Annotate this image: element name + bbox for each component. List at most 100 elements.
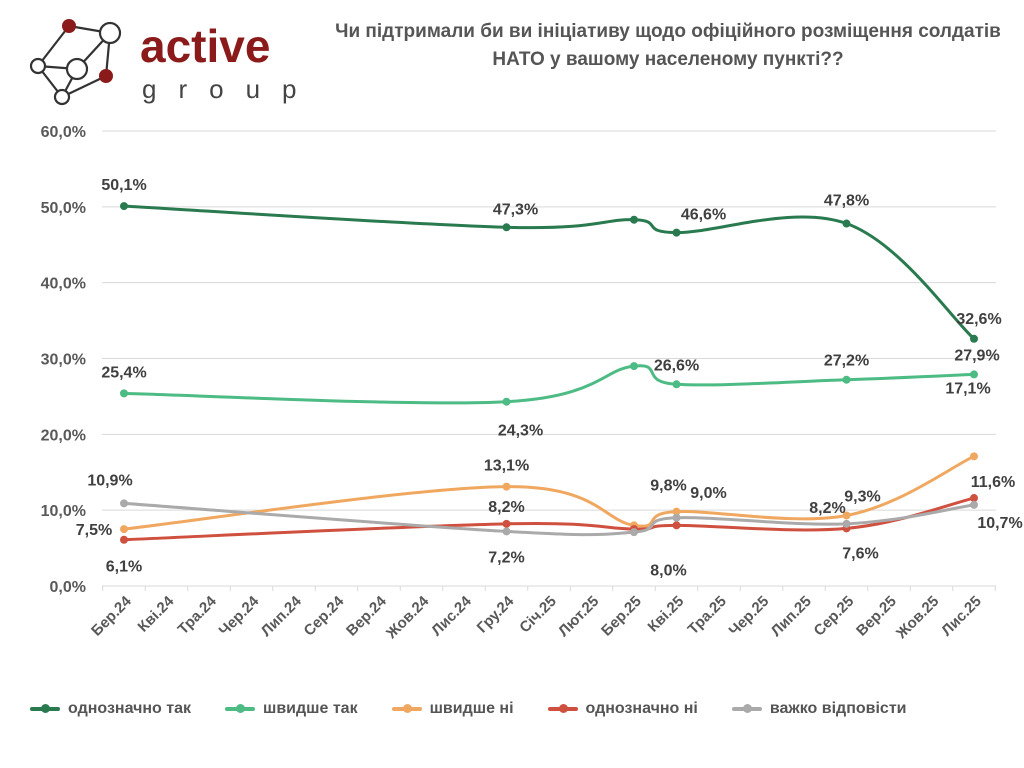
data-label-rather-yes: 27,9% bbox=[954, 347, 999, 364]
data-point-definitely-yes bbox=[842, 219, 851, 228]
data-point-definitely-no bbox=[120, 535, 128, 544]
data-point-rather-yes bbox=[842, 375, 851, 384]
legend-label: швидше так bbox=[262, 700, 358, 717]
y-tick-label: 50,0% bbox=[41, 200, 86, 217]
legend-label: швидше ні bbox=[429, 700, 514, 717]
legend-line-marker-icon bbox=[224, 704, 255, 713]
series-lines bbox=[120, 202, 978, 544]
x-tick-label: Лип.24 bbox=[258, 592, 306, 640]
legend-label: важко відповісти bbox=[769, 700, 907, 717]
data-point-rather-no bbox=[120, 525, 128, 534]
data-label-hard-to-say: 8,2% bbox=[809, 500, 845, 517]
data-label-definitely-yes: 47,8% bbox=[824, 193, 869, 210]
data-label-definitely-yes: 50,1% bbox=[101, 177, 146, 194]
y-tick-label: 40,0% bbox=[41, 276, 86, 293]
legend-line-marker-icon bbox=[547, 704, 578, 713]
x-tick-label: Бер.25 bbox=[598, 593, 645, 640]
network-logo-icon: active group bbox=[29, 19, 312, 106]
x-tick-label: Кві.25 bbox=[645, 593, 688, 636]
x-tick-label: Вер.25 bbox=[853, 593, 900, 640]
data-label-rather-no: 7,5% bbox=[76, 522, 112, 539]
data-point-definitely-yes bbox=[120, 202, 128, 211]
data-point-rather-no bbox=[672, 507, 681, 516]
series-line-definitely-yes bbox=[122, 204, 976, 341]
active-group-logo: active group bbox=[22, 14, 312, 109]
data-point-definitely-no bbox=[970, 494, 978, 503]
legend-item-definitely-no: однозначно ні bbox=[547, 700, 698, 718]
data-label-hard-to-say: 7,2% bbox=[488, 549, 524, 566]
data-label-definitely-no: 8,0% bbox=[650, 562, 686, 579]
data-point-hard-to-say bbox=[842, 519, 851, 528]
legend-label: однозначно так bbox=[68, 700, 191, 717]
data-point-definitely-yes bbox=[502, 223, 511, 232]
y-tick-label: 60,0% bbox=[41, 124, 86, 141]
legend: однозначно так швидше так швидше ні однозна… bbox=[30, 700, 1010, 718]
y-tick-label: 30,0% bbox=[41, 352, 86, 369]
x-tick-label: Лис.25 bbox=[938, 593, 985, 640]
x-axis: Бер.24 Кві.24Тра.24Чер.24Лип.24Сер.24Вер.… bbox=[88, 585, 996, 643]
x-tick-label: Кві.24 bbox=[135, 592, 178, 635]
y-tick-label: 10,0% bbox=[41, 503, 86, 520]
data-label-rather-no: 9,8% bbox=[650, 478, 686, 495]
data-labels: 50,1% 47,3% 46,6% 47,8% 32,6% 25,4% 24,3% 26,6%… bbox=[76, 177, 1023, 579]
x-tick-label: Лис.24 bbox=[428, 592, 475, 639]
legend-item-rather-no: швидше ні bbox=[391, 700, 514, 718]
data-label-definitely-no: 11,6% bbox=[971, 474, 1015, 491]
y-tick-label: 20,0% bbox=[41, 427, 86, 444]
data-point-hard-to-say bbox=[630, 528, 638, 537]
x-tick-label: Тра.25 bbox=[685, 593, 730, 638]
legend-line-marker-icon bbox=[731, 704, 762, 713]
data-label-definitely-no: 7,6% bbox=[842, 545, 878, 562]
series-line-rather-yes bbox=[122, 364, 976, 405]
data-point-rather-no bbox=[502, 482, 511, 491]
x-tick-label: Жов.25 bbox=[892, 593, 942, 643]
data-point-hard-to-say bbox=[970, 500, 978, 509]
data-point-definitely-no bbox=[672, 521, 681, 530]
x-tick-label: Тра.24 bbox=[175, 592, 221, 638]
x-tick-label: Лип.25 bbox=[768, 593, 815, 640]
x-tick-label: Бер.24 bbox=[88, 592, 135, 639]
x-tick-label: Жов.24 bbox=[382, 592, 432, 642]
data-label-hard-to-say: 10,7% bbox=[977, 515, 1022, 532]
logo-word: active bbox=[140, 20, 270, 72]
data-point-definitely-yes bbox=[970, 334, 978, 343]
data-point-rather-yes bbox=[630, 362, 638, 371]
x-tick-label: Чер.24 bbox=[216, 592, 263, 639]
data-point-rather-yes bbox=[120, 389, 128, 398]
legend-item-definitely-yes: однозначно так bbox=[30, 700, 191, 718]
logo-subword: group bbox=[142, 74, 312, 104]
data-label-rather-no: 17,1% bbox=[945, 380, 990, 397]
data-point-rather-yes bbox=[502, 397, 511, 406]
data-point-definitely-no bbox=[502, 519, 511, 528]
data-label-rather-yes: 27,2% bbox=[824, 353, 869, 370]
data-point-rather-yes bbox=[970, 370, 978, 379]
data-label-rather-yes: 25,4% bbox=[101, 364, 146, 381]
data-label-definitely-yes: 47,3% bbox=[493, 201, 538, 218]
data-point-rather-no bbox=[842, 511, 851, 520]
legend-line-marker-icon bbox=[30, 704, 60, 713]
x-tick-label: Гру.24 bbox=[474, 592, 518, 636]
x-tick-label: Вер.24 bbox=[343, 592, 390, 639]
data-label-definitely-yes: 32,6% bbox=[956, 311, 1001, 328]
x-tick-label: Лют.25 bbox=[555, 593, 602, 640]
data-point-definitely-yes bbox=[672, 228, 681, 237]
line-chart: 0,0% 10,0% 20,0% 30,0% 40,0% 50,0% 60,0% Бер.2… bbox=[41, 124, 1023, 643]
data-label-definitely-no: 6,1% bbox=[106, 559, 142, 576]
chart-title: Чи підтримали би ви ініціативу щодо офіц… bbox=[335, 21, 1001, 70]
x-tick-label: Чер.25 bbox=[726, 593, 773, 640]
y-tick-label: 0,0% bbox=[50, 579, 86, 596]
data-point-hard-to-say bbox=[502, 527, 511, 536]
legend-line-marker-icon bbox=[391, 704, 422, 713]
data-point-definitely-yes bbox=[630, 215, 638, 224]
data-point-rather-yes bbox=[672, 380, 681, 389]
data-point-hard-to-say bbox=[672, 513, 681, 522]
legend-item-hard-to-say: важко відповісти bbox=[731, 700, 907, 718]
data-point-rather-no bbox=[970, 452, 978, 461]
gridlines bbox=[102, 130, 996, 511]
x-tick-label: Січ.25 bbox=[516, 593, 560, 637]
data-label-rather-no: 13,1% bbox=[484, 458, 529, 475]
legend-item-rather-yes: швидше так bbox=[224, 700, 358, 718]
legend-label: однозначно ні bbox=[585, 700, 698, 717]
data-label-rather-no: 9,3% bbox=[844, 488, 880, 505]
data-label-rather-yes: 24,3% bbox=[498, 423, 543, 440]
